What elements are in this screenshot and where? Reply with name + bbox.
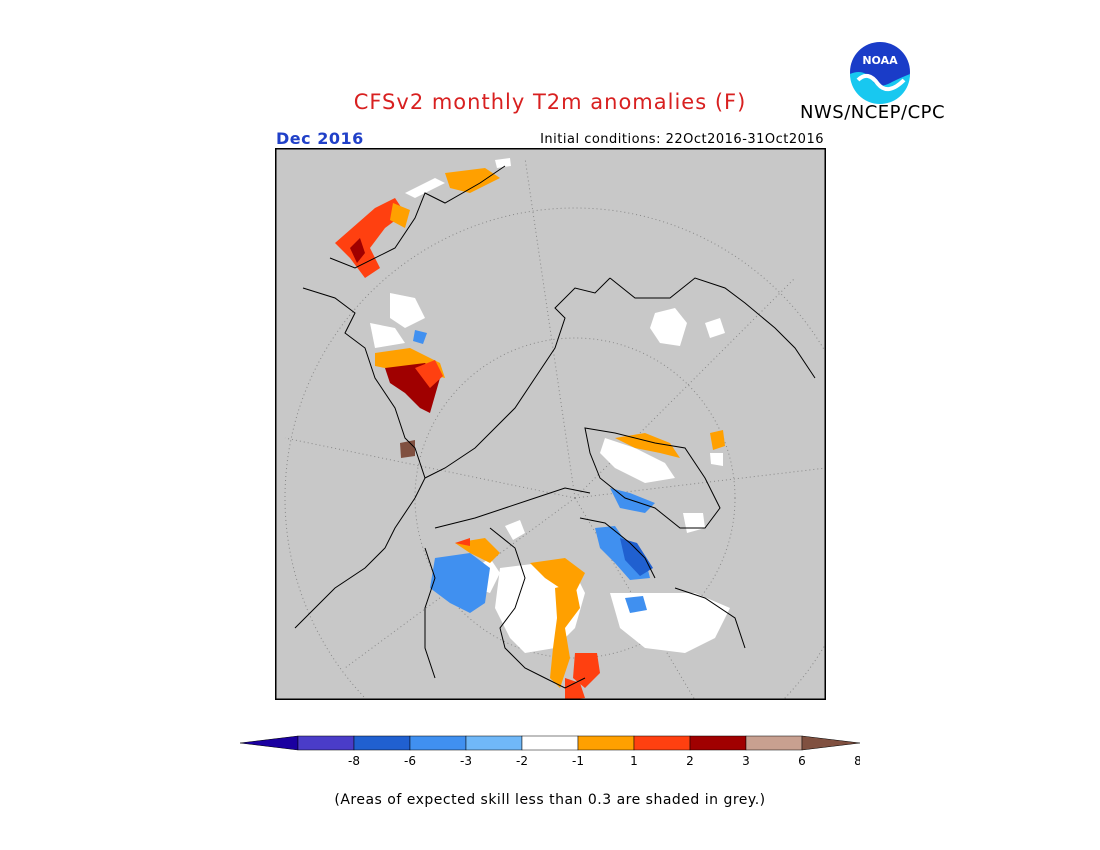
coastlines [294,165,816,689]
colorbar-segment [577,735,635,751]
skill-footnote: (Areas of expected skill less than 0.3 a… [334,792,766,808]
initial-conditions: Initial conditions: 22Oct2016-31Oct2016 [540,132,824,147]
colorbar-tick-label: -6 [404,754,416,768]
colorbar-extend-high [801,735,860,751]
graticule [284,157,826,700]
colorbar-segment [745,735,803,751]
agency-label: NWS/NCEP/CPC [800,102,946,123]
colorbar-extend-low [240,735,299,751]
map-title: CFSv2 monthly T2m anomalies (F) [353,90,747,114]
noaa-logo: NOAA [850,42,910,104]
colorbar-tick-label: 3 [742,754,750,768]
colorbar-tick-label: -3 [460,754,472,768]
anomaly-patches [335,158,730,700]
logo-text: NOAA [862,54,898,67]
colorbar-segment [409,735,467,751]
target-month: Dec 2016 [276,129,364,148]
colorbar-tick-label: 6 [798,754,806,768]
colorbar-segment [521,735,579,751]
colorbar-segment [633,735,691,751]
polar-map [275,148,826,700]
colorbar: -8 -6 -3 -2 -1 1 2 3 6 8 [240,735,860,768]
colorbar-tick-label: -2 [516,754,528,768]
colorbar-segment [353,735,411,751]
colorbar-segment [297,735,355,751]
colorbar-tick-label: -1 [572,754,584,768]
colorbar-tick-label: 1 [630,754,638,768]
map-frame [275,148,826,700]
colorbar-segment [465,735,523,751]
colorbar-tick-label: 8 [854,754,860,768]
colorbar-tick-label: 2 [686,754,694,768]
colorbar-segment [689,735,747,751]
colorbar-tick-label: -8 [348,754,360,768]
